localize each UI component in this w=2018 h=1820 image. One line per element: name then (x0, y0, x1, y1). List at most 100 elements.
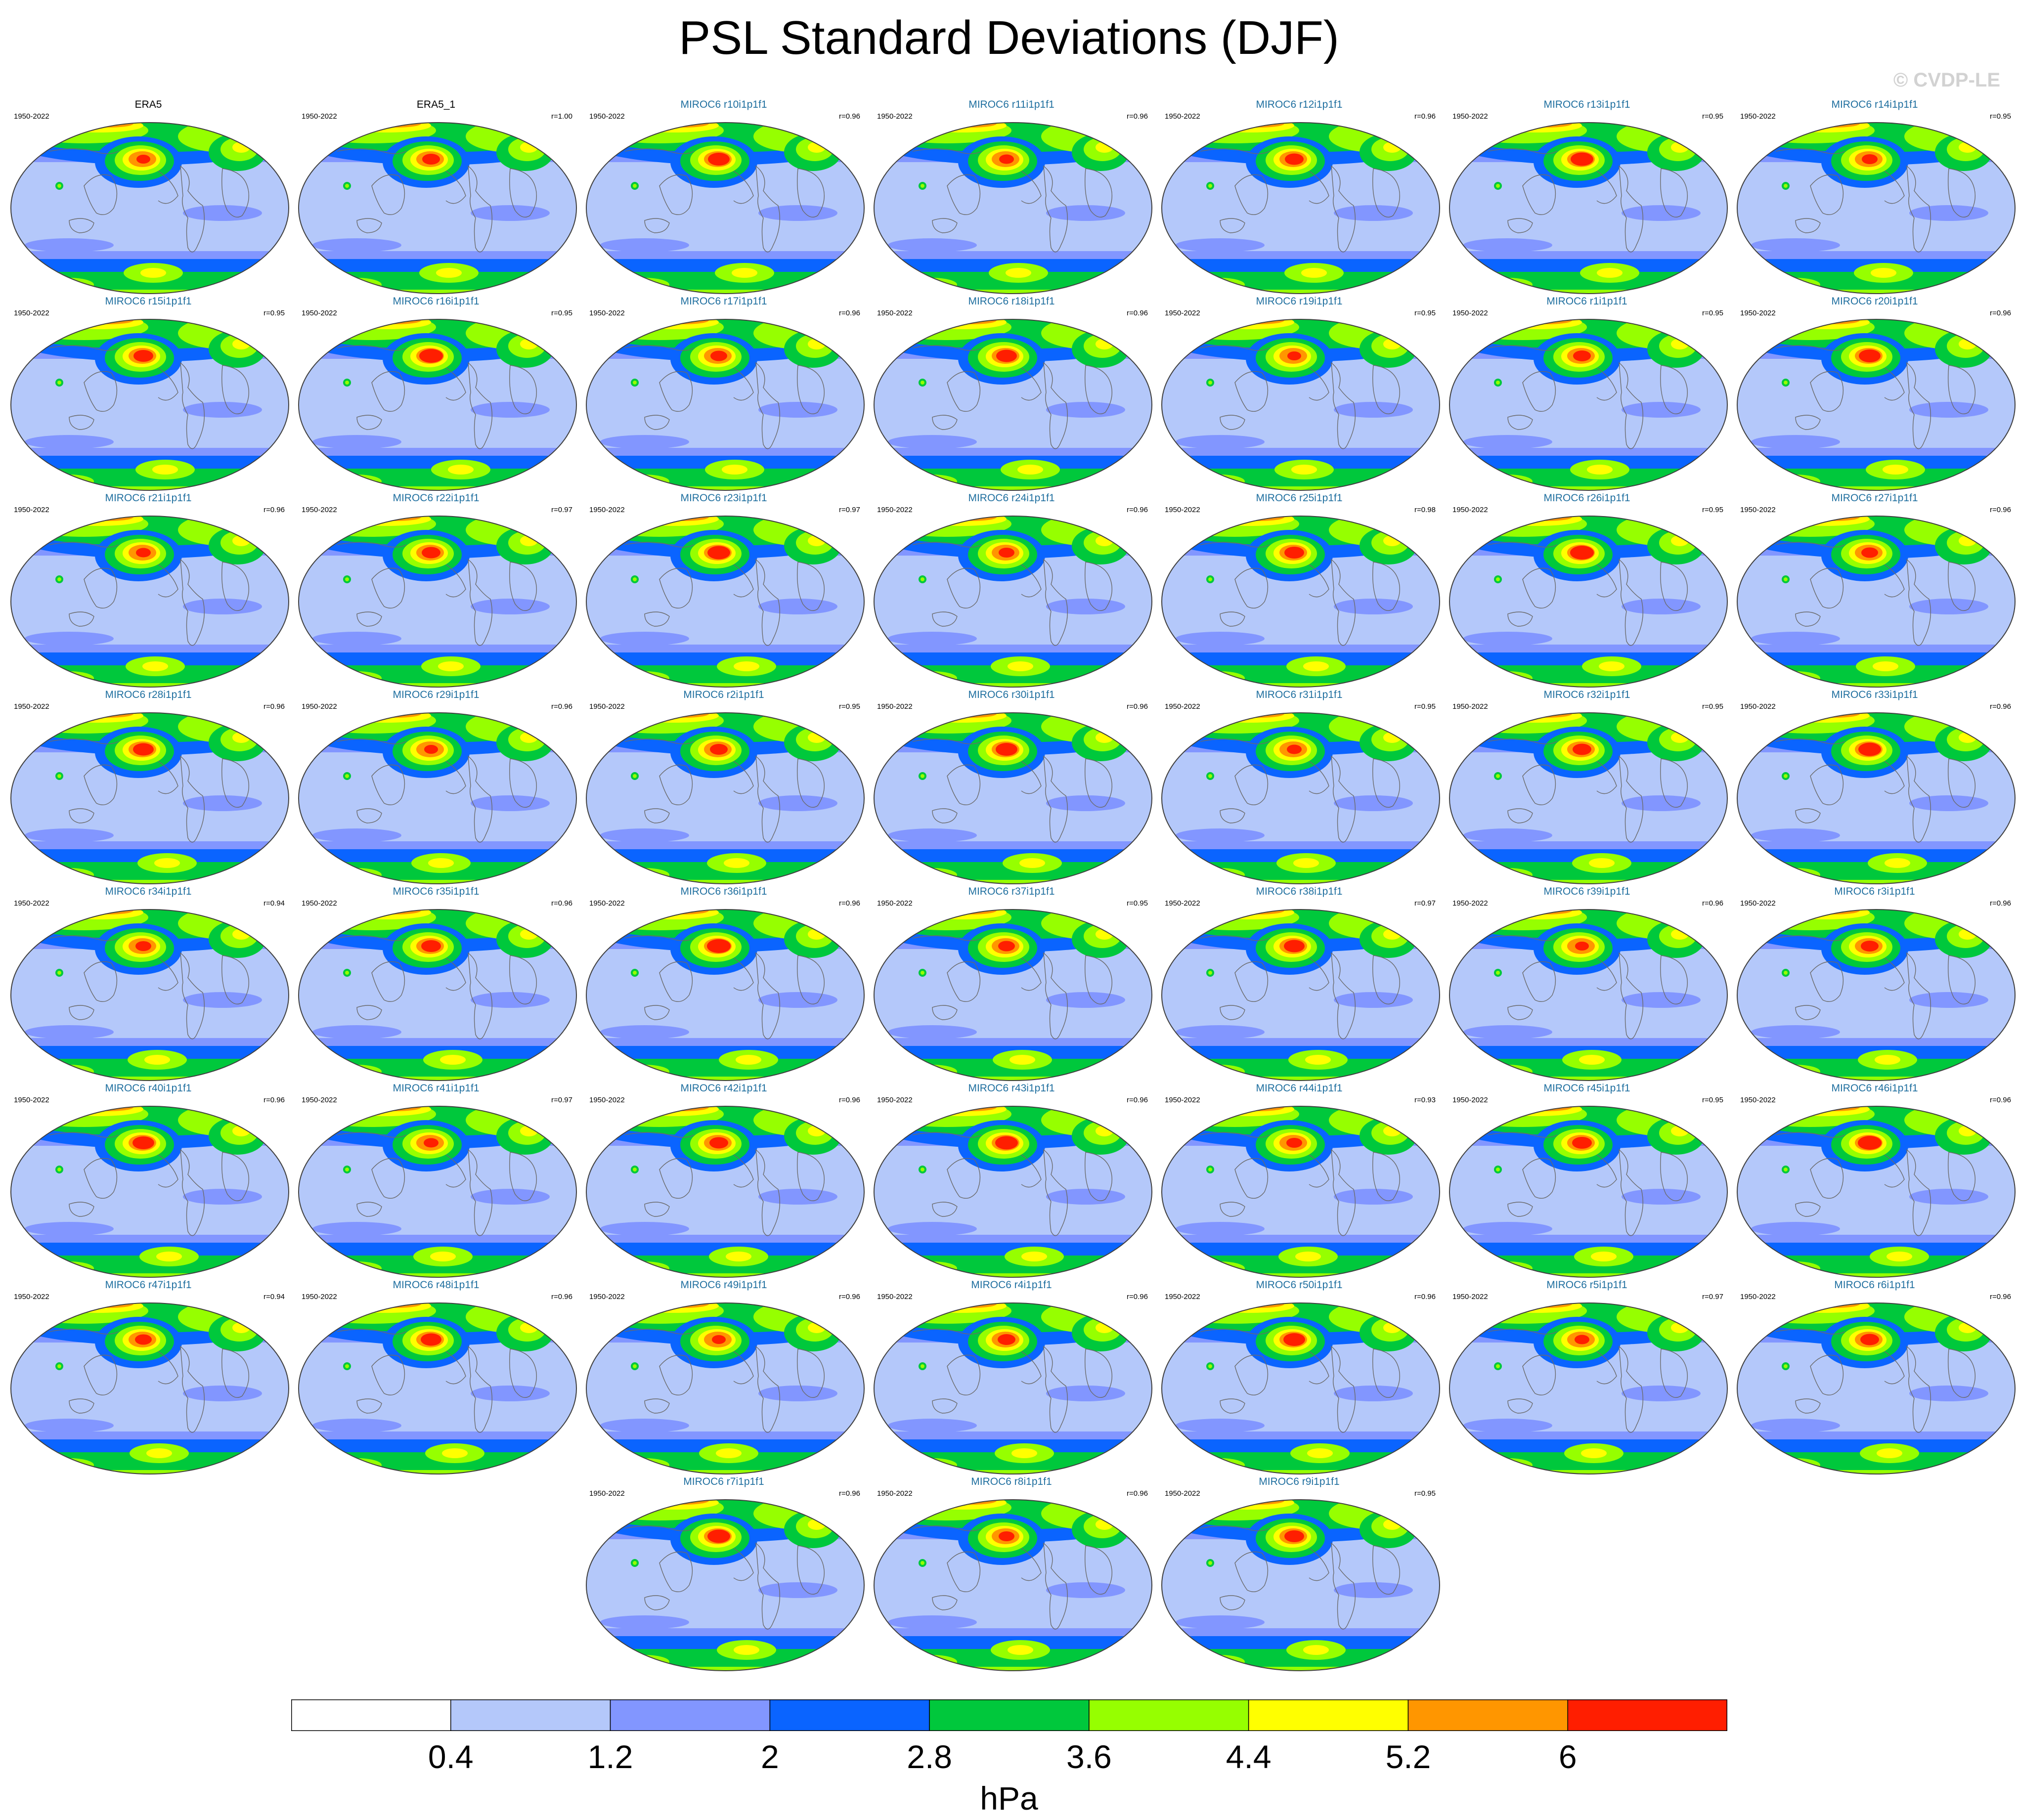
panel-years: 1950-2022 (589, 1489, 625, 1498)
panel-title: MIROC6 r3i1p1f1 (1834, 886, 1915, 897)
robinson-map (298, 909, 577, 1081)
robinson-map (586, 909, 865, 1081)
map-panel: MIROC6 r35i1p1f1 1950-2022 r=0.96 (293, 886, 579, 1083)
panel-years: 1950-2022 (1452, 309, 1488, 317)
map-panel: MIROC6 r13i1p1f1 1950-2022 r=0.95 (1444, 99, 1730, 297)
map-panel: MIROC6 r16i1p1f1 1950-2022 r=0.95 (293, 296, 579, 493)
map-panel: MIROC6 r20i1p1f1 1950-2022 r=0.96 (1731, 296, 2018, 493)
panel-title: MIROC6 r35i1p1f1 (393, 886, 480, 897)
robinson-map (586, 712, 865, 884)
panel-years: 1950-2022 (1452, 1293, 1488, 1301)
robinson-map (874, 516, 1152, 688)
panel-years: 1950-2022 (1165, 112, 1200, 121)
watermark: © CVDP-LE (1893, 69, 2000, 91)
map-panel: MIROC6 r18i1p1f1 1950-2022 r=0.96 (868, 296, 1155, 493)
panel-years: 1950-2022 (877, 112, 913, 121)
robinson-map (1161, 1302, 1440, 1474)
map-panel: MIROC6 r21i1p1f1 1950-2022 r=0.96 (5, 492, 292, 690)
panel-years: 1950-2022 (1740, 112, 1776, 121)
robinson-map (10, 1106, 289, 1278)
panel-title: ERA5 (134, 99, 162, 110)
map-panel: MIROC6 r22i1p1f1 1950-2022 r=0.97 (293, 492, 579, 690)
map-panel: ERA5_1 1950-2022 r=1.00 (293, 99, 579, 297)
panel-pattern-correlation: r=0.96 (1127, 1096, 1148, 1104)
panel-title: MIROC6 r48i1p1f1 (393, 1279, 480, 1291)
map-panel: MIROC6 r10i1p1f1 1950-2022 r=0.96 (580, 99, 867, 297)
map-panel: MIROC6 r31i1p1f1 1950-2022 r=0.95 (1156, 689, 1443, 887)
panel-years: 1950-2022 (1165, 899, 1200, 908)
panel-title: MIROC6 r25i1p1f1 (1256, 492, 1343, 504)
panel-years: 1950-2022 (302, 899, 337, 908)
panel-years: 1950-2022 (1165, 506, 1200, 514)
panel-years: 1950-2022 (877, 702, 913, 711)
panel-pattern-correlation: r=0.96 (839, 1096, 860, 1104)
map-panel: MIROC6 r11i1p1f1 1950-2022 r=0.96 (868, 99, 1155, 297)
robinson-map (586, 1302, 865, 1474)
map-panel: MIROC6 r12i1p1f1 1950-2022 r=0.96 (1156, 99, 1443, 297)
panel-pattern-correlation: r=0.95 (263, 309, 285, 317)
robinson-map (1161, 1106, 1440, 1278)
colorbar-segment (1089, 1699, 1249, 1731)
panel-title: MIROC6 r49i1p1f1 (680, 1279, 767, 1291)
robinson-map (1161, 909, 1440, 1081)
map-panel: MIROC6 r7i1p1f1 1950-2022 r=0.96 (580, 1476, 867, 1674)
panel-title: MIROC6 r19i1p1f1 (1256, 296, 1343, 307)
panel-years: 1950-2022 (1740, 309, 1776, 317)
panel-title: MIROC6 r50i1p1f1 (1256, 1279, 1343, 1291)
panel-pattern-correlation: r=0.94 (263, 1293, 285, 1301)
panel-pattern-correlation: r=0.96 (839, 899, 860, 908)
panel-years: 1950-2022 (1452, 112, 1488, 121)
panel-pattern-correlation: r=0.95 (1702, 1096, 1723, 1104)
panel-pattern-correlation: r=0.96 (1127, 1489, 1148, 1498)
panel-years: 1950-2022 (302, 309, 337, 317)
colorbar-segment (929, 1699, 1090, 1731)
robinson-map (1161, 319, 1440, 491)
panel-title: MIROC6 r31i1p1f1 (1256, 689, 1343, 700)
panel-pattern-correlation: r=0.95 (551, 309, 572, 317)
panel-pattern-correlation: r=0.97 (551, 506, 572, 514)
colorbar-segment (769, 1699, 930, 1731)
robinson-map (298, 1106, 577, 1278)
robinson-map (298, 1302, 577, 1474)
panel-title: MIROC6 r6i1p1f1 (1834, 1279, 1915, 1291)
robinson-map (874, 909, 1152, 1081)
panel-years: 1950-2022 (302, 702, 337, 711)
panel-years: 1950-2022 (14, 309, 49, 317)
robinson-map (10, 1302, 289, 1474)
map-panel: MIROC6 r48i1p1f1 1950-2022 r=0.96 (293, 1279, 579, 1477)
panel-pattern-correlation: r=0.95 (1702, 506, 1723, 514)
panel-years: 1950-2022 (302, 112, 337, 121)
panel-pattern-correlation: r=0.95 (1414, 702, 1436, 711)
panel-years: 1950-2022 (14, 1293, 49, 1301)
panel-pattern-correlation: r=0.97 (839, 506, 860, 514)
panel-pattern-correlation: r=0.95 (1702, 702, 1723, 711)
map-panel: MIROC6 r29i1p1f1 1950-2022 r=0.96 (293, 689, 579, 887)
panel-pattern-correlation: r=0.96 (1702, 899, 1723, 908)
map-panel: MIROC6 r8i1p1f1 1950-2022 r=0.96 (868, 1476, 1155, 1674)
panel-pattern-correlation: r=0.96 (1990, 309, 2011, 317)
panel-pattern-correlation: r=0.96 (1127, 506, 1148, 514)
robinson-map (874, 1302, 1152, 1474)
map-panel: MIROC6 r15i1p1f1 1950-2022 r=0.95 (5, 296, 292, 493)
map-panel: MIROC6 r6i1p1f1 1950-2022 r=0.96 (1731, 1279, 2018, 1477)
panel-title: MIROC6 r5i1p1f1 (1546, 1279, 1627, 1291)
panel-title: MIROC6 r38i1p1f1 (1256, 886, 1343, 897)
robinson-map (1161, 712, 1440, 884)
robinson-map (10, 122, 289, 294)
panel-years: 1950-2022 (14, 899, 49, 908)
panel-title: MIROC6 r27i1p1f1 (1831, 492, 1918, 504)
panel-title: MIROC6 r4i1p1f1 (971, 1279, 1052, 1291)
robinson-map (1737, 122, 2016, 294)
panel-years: 1950-2022 (877, 1293, 913, 1301)
panel-pattern-correlation: r=0.96 (1990, 506, 2011, 514)
panel-title: MIROC6 r40i1p1f1 (105, 1083, 192, 1094)
panel-years: 1950-2022 (14, 506, 49, 514)
panel-years: 1950-2022 (589, 309, 625, 317)
robinson-map (586, 122, 865, 294)
robinson-map (10, 712, 289, 884)
map-panel: MIROC6 r14i1p1f1 1950-2022 r=0.95 (1731, 99, 2018, 297)
panel-title: MIROC6 r37i1p1f1 (968, 886, 1055, 897)
panel-pattern-correlation: r=0.97 (1702, 1293, 1723, 1301)
map-panel: MIROC6 r45i1p1f1 1950-2022 r=0.95 (1444, 1083, 1730, 1280)
colorbar-segment (291, 1699, 451, 1731)
